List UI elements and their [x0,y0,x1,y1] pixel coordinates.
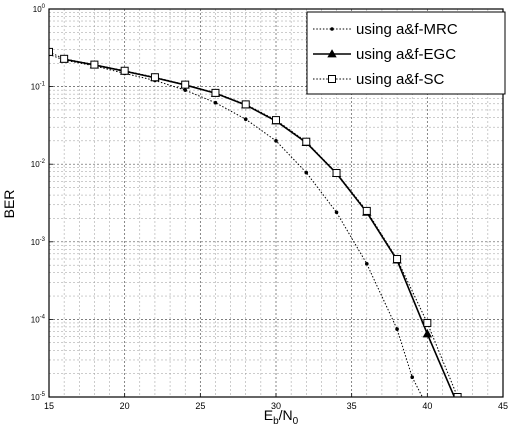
x-tick-label: 20 [120,401,130,411]
data-point [423,318,432,327]
legend-item: using a&f-MRC [313,21,458,38]
legend-marker [328,75,336,83]
legend-item: using a&f-EGC [313,46,456,63]
data-point [120,66,129,75]
x-axis-label: Eb/N0 [264,407,299,427]
x-axis-label-main: E [264,407,273,423]
legend-label: using a&f-SC [356,71,445,88]
x-tick-label: 25 [195,401,205,411]
legend-item: using a&f-SC [313,71,445,88]
legend-marker [330,27,334,31]
data-point [150,73,159,82]
data-point [422,329,433,338]
data-point [60,54,69,63]
legend: using a&f-MRC using a&f-EGC using a&f-SC [306,11,506,95]
data-point [211,88,220,97]
data-point [395,327,399,331]
legend-marker [327,49,337,58]
series-3 [49,47,462,397]
series-layer [49,47,462,397]
y-tick-label: 10-3 [31,237,46,247]
data-point [362,206,371,215]
y-tick-label: 10-2 [31,159,46,169]
y-tick-label: 10-5 [31,392,46,402]
x-tick-label: 35 [347,401,357,411]
data-point [274,139,278,143]
data-point [334,210,339,215]
data-point [410,375,415,379]
data-point [393,255,402,264]
x-tick-label: 30 [271,401,281,411]
y-tick-label: 10-1 [31,82,46,92]
data-point [213,100,218,105]
x-tick-label: 15 [44,401,54,411]
data-point [332,169,341,178]
axis-ticks: 15 20 25 30 35 40 45 100 10-1 10-2 10-3 10-4 10-5 [31,4,508,411]
y-axis-label: BER [1,190,17,219]
data-point [183,88,187,92]
x-axis-label-slash: /N [279,407,293,423]
data-point [181,80,190,89]
data-point [453,393,462,397]
x-tick-label: 40 [422,401,432,411]
x-axis-label-sub2: 0 [293,416,299,427]
data-point [272,116,280,125]
data-point [90,60,99,69]
data-point [241,100,250,109]
data-point [49,47,53,56]
data-point [302,137,311,146]
x-axis-label-sub1: b [273,416,279,427]
legend-box [306,11,506,95]
data-point [365,262,369,266]
legend-label: using a&f-MRC [356,21,458,38]
y-tick-label: 100 [33,4,46,14]
x-tick-label: 45 [498,401,508,411]
data-point [243,117,248,122]
legend-label: using a&f-EGC [356,46,456,63]
y-tick-label: 10-4 [31,314,46,324]
data-point [304,170,309,175]
